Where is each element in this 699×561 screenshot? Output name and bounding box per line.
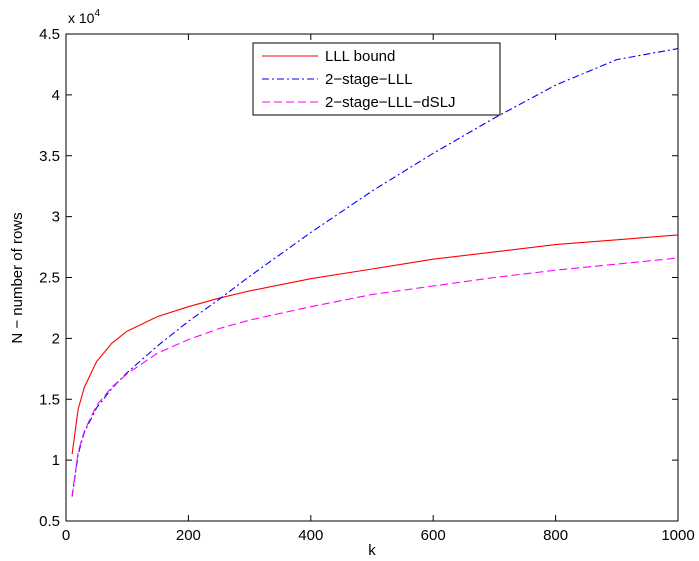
y-exponent-base: x 10 <box>68 10 95 26</box>
series-layer <box>71 48 679 497</box>
y-tick-label: 3.5 <box>39 148 60 165</box>
series-2-stage-lll-dslj <box>71 257 679 497</box>
legend-label: 2−stage−LLL <box>325 71 413 88</box>
legend-label: 2−stage−LLL−dSLJ <box>325 94 456 111</box>
series-line <box>71 234 679 455</box>
x-axis-label: k <box>368 542 376 559</box>
y-tick-label: 3 <box>52 209 60 226</box>
series-2-stage-lll <box>71 48 679 497</box>
legend-items: LLL bound 2−stage−LLL 2−stage−LLL−dSLJ <box>262 48 456 111</box>
x-tick-label: 200 <box>176 527 201 544</box>
y-tick-label: 1.5 <box>39 391 60 408</box>
x-tick-label: 600 <box>421 527 446 544</box>
x-tick-label: 0 <box>62 527 70 544</box>
y-tick-label: 4.5 <box>39 26 60 43</box>
axis-ticks <box>65 33 679 522</box>
series-lll-bound <box>71 234 679 455</box>
y-tick-label: 2 <box>52 330 60 347</box>
series-line <box>71 48 679 497</box>
y-tick-label: 4 <box>52 87 60 104</box>
legend-label: LLL bound <box>325 48 395 65</box>
x-tick-label: 800 <box>543 527 568 544</box>
x-tick-label: 1000 <box>661 527 694 544</box>
y-exponent-label: x 104 <box>68 8 100 26</box>
y-tick-label: 2.5 <box>39 270 60 287</box>
y-axis-label: N − number of rows <box>9 212 26 343</box>
y-tick-label: 1 <box>52 452 60 469</box>
legend: LLL bound 2−stage−LLL 2−stage−LLL−dSLJ <box>252 42 501 116</box>
series-line <box>71 257 679 497</box>
y-exponent-power: 4 <box>94 8 100 19</box>
y-tick-label: 0.5 <box>39 513 60 530</box>
tick-labels: 0 200 400 600 800 1000 0.5 1 1.5 2 2.5 3 3.5 4 4.5 <box>39 26 695 544</box>
x-tick-label: 400 <box>298 527 323 544</box>
